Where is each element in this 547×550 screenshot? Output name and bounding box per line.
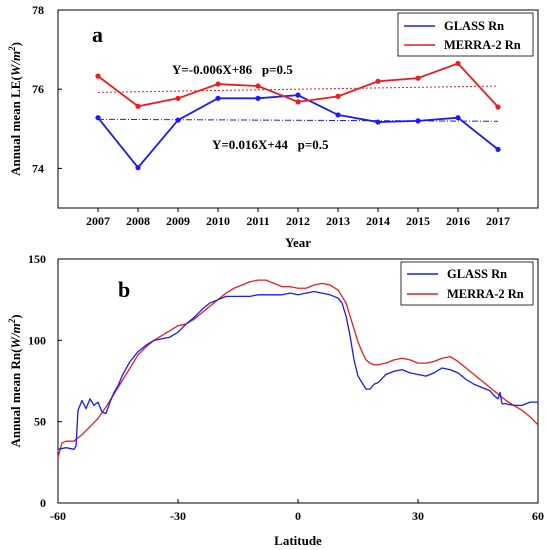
panel-a-x-tick-label: 2011: [246, 214, 269, 228]
panel-a-x-axis-label: Year: [285, 235, 311, 250]
panel-a-legend-label-merra: MERRA-2 Rn: [444, 38, 521, 52]
panel-a-y-axis-label: Annual mean LE(W/m2): [7, 42, 23, 176]
panel-a-trend-lines: [97, 85, 499, 122]
panel-a-x-tick-label: 2014: [366, 214, 390, 228]
panel-a-data-point: [375, 78, 381, 84]
panel-a-data-point: [495, 146, 501, 152]
panel-a-y-ticks: 74 76 78: [32, 3, 62, 175]
panel-a-data-point: [375, 119, 381, 125]
panel-a-y-tick-label: 78: [32, 3, 44, 17]
panel-a-legend-box: [397, 12, 534, 57]
panel-a-x-tick-label: 2009: [166, 214, 190, 228]
panel-a-data-point: [255, 83, 261, 89]
panel-a-x-tick-label: 2010: [206, 214, 230, 228]
panel-b-legend-box: [400, 261, 534, 306]
panel-a-trend-line: [97, 118, 499, 122]
panel-a-data-point: [95, 115, 101, 121]
panel-a-trend-label-glass: Y=0.016X+44 p=0.5: [212, 137, 329, 152]
panel-a-x-ticks: 2007 2008 2009 2010 2011 2012 2013 2014 2015 2016…: [86, 208, 510, 228]
panel-a-data-points: [95, 60, 501, 171]
panel-a-data-point: [295, 92, 301, 98]
panel-b-x-tick-label: 30: [412, 509, 424, 523]
panel-b-label: b: [118, 277, 130, 302]
panel-a-x-tick-label: 2008: [126, 214, 150, 228]
panel-a-data-point: [95, 73, 101, 79]
panel-a-data-point: [415, 75, 421, 81]
panel-a-data-point: [335, 112, 341, 118]
panel-a-data-point: [215, 95, 221, 101]
panel-a-data-point: [135, 103, 141, 109]
panel-b-x-axis-label: Latitude: [274, 533, 322, 548]
panel-a-data-point: [295, 99, 301, 105]
panel-b-series-lines: [57, 279, 539, 458]
panel-b-x-tick-label: 0: [295, 509, 301, 523]
panel-a-data-point: [215, 81, 221, 87]
panel-a-x-tick-label: 2013: [326, 214, 350, 228]
panel-b-series-line: [57, 290, 538, 450]
panel-a-data-point: [455, 115, 461, 121]
panel-b-legend-label-glass: GLASS Rn: [447, 267, 507, 281]
panel-b-x-tick-label: -60: [50, 509, 66, 523]
panel-a-x-tick-label: 2015: [406, 214, 430, 228]
panel-a-data-point: [175, 117, 181, 123]
panel-b-x-tick-label: 60: [532, 509, 544, 523]
panel-b-x-tick-label: -30: [170, 509, 186, 523]
panel-b-y-ticks: 0 50 100 150: [28, 252, 62, 510]
panel-a-x-tick-label: 2007: [86, 214, 110, 228]
panel-b-y-tick-label: 150: [28, 252, 46, 266]
panel-a-data-point: [335, 93, 341, 99]
panel-a-data-point: [495, 104, 501, 110]
panel-a-trend-label-merra: Y=-0.006X+86 p=0.5: [172, 62, 293, 77]
panel-a-data-point: [255, 95, 261, 101]
panel-a-x-tick-label: 2017: [486, 214, 510, 228]
panel-a-data-point: [175, 95, 181, 101]
panel-b-y-axis-label: Annual mean Rn(W/m2): [7, 314, 23, 447]
panel-a-y-tick-label: 74: [32, 161, 44, 175]
panel-a-legend: GLASS Rn MERRA-2 Rn: [397, 12, 534, 57]
panel-a-chart: 2007 2008 2009 2010 2011 2012 2013 2014 2015 2016…: [7, 3, 539, 250]
panel-a-x-tick-label: 2012: [286, 214, 310, 228]
panel-a-trend-line: [97, 85, 499, 93]
panel-b-series-line: [57, 279, 539, 458]
panel-b-legend: GLASS Rn MERRA-2 Rn: [400, 261, 534, 306]
panel-b-y-tick-label: 50: [34, 415, 46, 429]
panel-a-label: a: [92, 22, 103, 47]
panel-a-data-point: [135, 165, 141, 171]
panel-a-series-line: [97, 94, 499, 170]
panel-b-y-tick-label: 100: [28, 333, 46, 347]
panel-a-x-tick-label: 2016: [446, 214, 470, 228]
panel-b-y-tick-label: 0: [40, 496, 46, 510]
panel-b-chart: -60 -30 0 30 60 0 50 100 150 b Latitude Annual …: [7, 252, 544, 548]
panel-a-data-point: [415, 118, 421, 124]
panel-b-legend-label-merra: MERRA-2 Rn: [447, 287, 524, 301]
panel-b-x-ticks: -60 -30 0 30 60: [50, 499, 544, 523]
panel-a-y-tick-label: 76: [32, 82, 44, 96]
panel-a-data-point: [455, 60, 461, 67]
panel-a-legend-label-glass: GLASS Rn: [444, 19, 504, 33]
